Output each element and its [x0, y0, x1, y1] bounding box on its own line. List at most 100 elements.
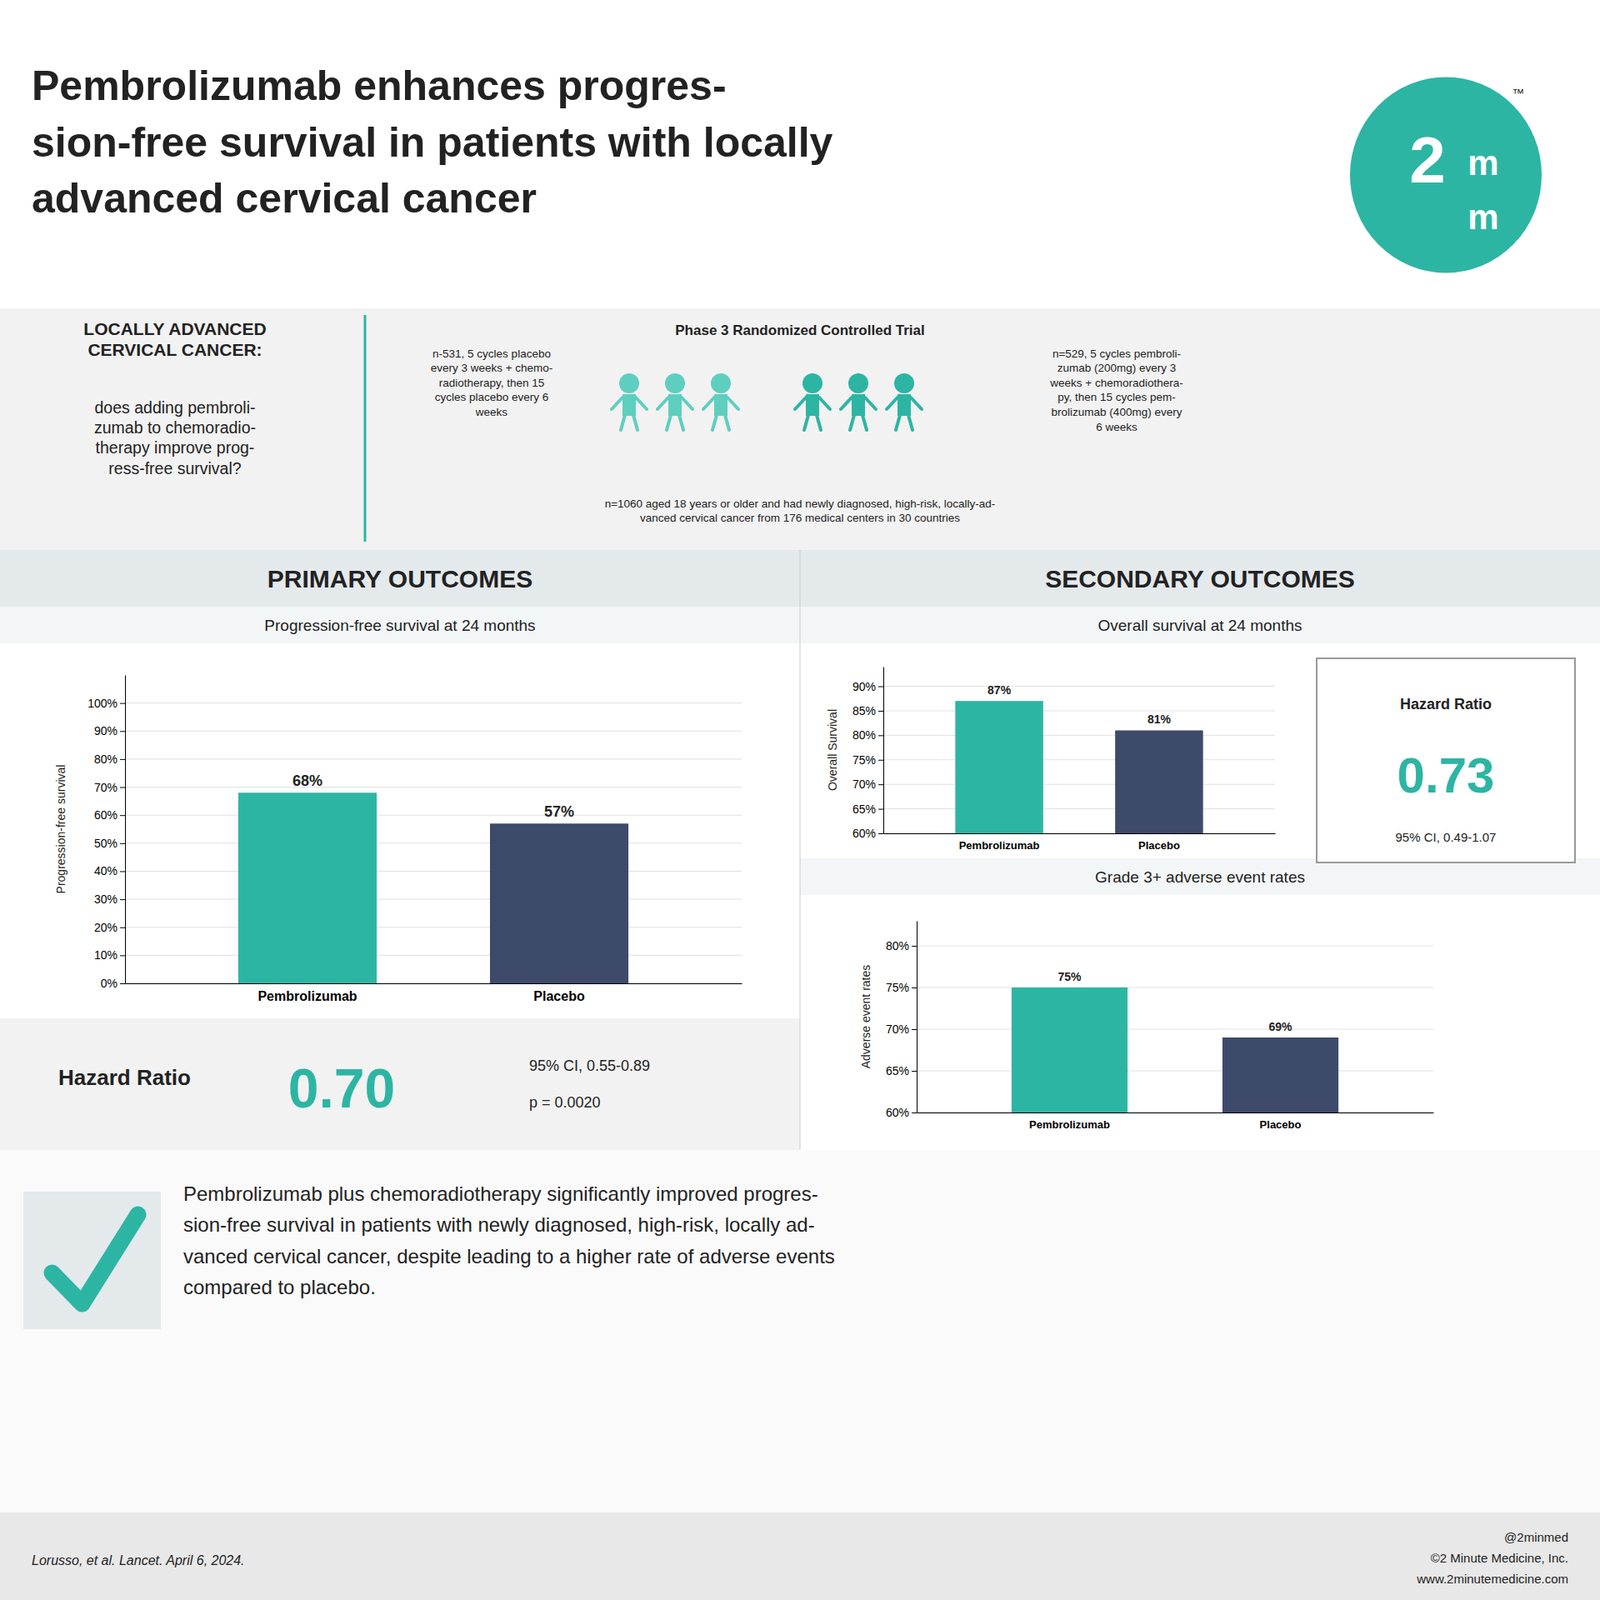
y-tick: 0%	[100, 976, 125, 990]
text-line: @2minmed	[1504, 1530, 1569, 1545]
hazard-ratio-label: Hazard Ratio	[1400, 695, 1492, 713]
grid-line	[916, 1112, 1434, 1114]
text-line: compared to placebo.	[183, 1275, 376, 1299]
grid-line	[916, 1070, 1434, 1072]
person-limb	[886, 397, 898, 410]
person-limb	[804, 415, 809, 430]
x-tick: Pembrolizumab	[257, 989, 357, 1004]
y-tick-mark	[911, 945, 917, 947]
grid-line	[125, 983, 742, 985]
chart-title: Grade 3+ adverse event rates	[1095, 868, 1305, 886]
hazard-ratio-p: p = 0.0020	[529, 1094, 601, 1111]
person-head	[710, 373, 731, 394]
y-tick-label: 90%	[852, 680, 876, 694]
y-tick-label: 30%	[94, 892, 118, 906]
y-tick-mark	[878, 760, 884, 761]
section-header: SECONDARY OUTCOMES	[1045, 565, 1355, 593]
y-tick-mark	[120, 927, 125, 929]
person-limb	[908, 415, 913, 430]
y-axis: 60%65%70%75%80%	[885, 921, 918, 1120]
bar	[1115, 730, 1204, 834]
grid-line	[916, 1029, 1434, 1030]
text-line: Hazard Ratio	[58, 1065, 191, 1090]
y-axis: 60%65%70%75%80%85%90%	[852, 667, 885, 840]
y-tick-label: 20%	[94, 920, 118, 935]
person-head	[802, 373, 823, 394]
text-line: 95% CI, 0.49-1.07	[1395, 830, 1497, 845]
y-tick: 75%	[852, 753, 884, 767]
grid-line	[883, 759, 1275, 760]
text-line: 0.70	[288, 1057, 395, 1120]
text-line: PRIMARY OUTCOMES	[267, 565, 533, 593]
y-tick-mark	[120, 899, 125, 900]
y-tick-label: 75%	[852, 753, 876, 767]
text-line: Grade 3+ adverse event rates	[1095, 868, 1305, 886]
y-axis: 0%10%20%30%40%50%60%70%80%90%100%	[87, 675, 125, 990]
text-line: Progression-free survival at 24 months	[264, 616, 535, 635]
hazard-ratio-ci: 95% CI, 0.49-1.07	[1395, 830, 1497, 845]
y-tick-mark	[878, 735, 884, 736]
person-limb	[635, 397, 647, 410]
grid-line	[883, 685, 1275, 687]
grid-line	[125, 815, 742, 816]
person-head	[665, 373, 685, 394]
text-line: zumab to chemoradio-	[94, 418, 256, 437]
hazard-ratio-value: 0.73	[1397, 747, 1495, 804]
person-limb	[679, 415, 684, 430]
text-line: SECONDARY OUTCOMES	[1045, 565, 1355, 593]
grid-line	[125, 899, 742, 900]
y-axis-title: Overall Survival	[825, 709, 840, 791]
data-label: 57%	[544, 803, 575, 820]
y-tick-label: 10%	[94, 948, 118, 962]
y-tick: 80%	[94, 752, 125, 766]
bar-chart: 60%65%70%75%80%PembrolizumabPlaceboAdver…	[859, 921, 1435, 1600]
y-tick-label: 50%	[94, 836, 118, 850]
y-tick-label: 80%	[885, 939, 910, 953]
y-tick-mark	[120, 815, 125, 816]
y-tick-label: 100%	[87, 696, 118, 710]
person-limb	[703, 397, 715, 410]
y-tick: 100%	[87, 696, 125, 710]
person-head	[848, 373, 869, 394]
y-tick-mark	[120, 870, 125, 872]
x-axis-line	[917, 1112, 1435, 1114]
grid-line	[125, 926, 742, 928]
grid-line	[883, 710, 1275, 711]
grid-line	[125, 730, 742, 732]
text-line: n-531, 5 cycles placebo	[432, 347, 551, 360]
text-line: ™	[1512, 85, 1525, 100]
grid-line	[916, 987, 1434, 989]
text-line: ress-free survival?	[108, 459, 241, 478]
y-tick: 70%	[94, 780, 125, 795]
hazard-ratio-label: Hazard Ratio	[58, 1065, 191, 1090]
y-tick-label: 65%	[885, 1064, 910, 1078]
x-tick-label: Pembrolizumab	[959, 839, 1040, 852]
section-header: PRIMARY OUTCOMES	[267, 565, 533, 593]
text-line: sion-free survival in patients with loca…	[31, 119, 834, 166]
text-line: does adding pembroli-	[95, 398, 256, 417]
text-line: 6 weeks	[1095, 420, 1138, 434]
y-tick: 90%	[852, 680, 884, 694]
person-limb	[895, 415, 900, 430]
y-tick-mark	[878, 784, 884, 785]
person-limb	[611, 397, 623, 410]
text-line: brolizumab (400mg) every	[1051, 405, 1183, 419]
grid	[125, 703, 742, 984]
x-tick-label: Placebo	[1138, 839, 1180, 852]
x-tick-label: Placebo	[533, 989, 585, 1004]
text-line: 95% CI, 0.55-0.89	[529, 1057, 650, 1075]
conclusion-band	[0, 1150, 1600, 1513]
person-head	[619, 373, 640, 394]
bars	[1011, 987, 1339, 1113]
text-line: CERVICAL CANCER:	[87, 340, 262, 360]
person-body	[714, 394, 728, 416]
chart-title: Overall survival at 24 months	[1098, 616, 1303, 635]
y-tick: 65%	[885, 1064, 917, 1078]
x-axis: PembrolizumabPlacebo	[917, 1113, 1435, 1132]
y-tick-mark	[911, 987, 917, 989]
y-tick-label: 80%	[94, 752, 118, 766]
clinical-question: does adding pembroli-zumab to chemoradio…	[94, 398, 256, 478]
y-tick-label: 60%	[852, 826, 876, 840]
y-tick-mark	[911, 1070, 917, 1072]
y-tick: 75%	[885, 980, 917, 995]
